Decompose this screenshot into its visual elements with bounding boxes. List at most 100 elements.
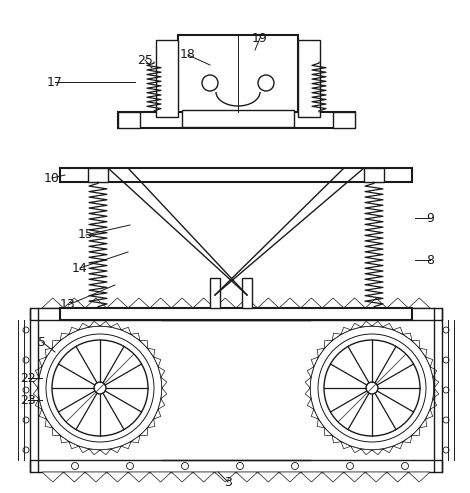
Bar [30,460,442,472]
Polygon shape [121,327,131,334]
Circle shape [23,387,29,393]
Polygon shape [361,449,372,455]
Polygon shape [111,446,121,453]
Text: 10: 10 [44,172,60,184]
Polygon shape [372,321,383,327]
Polygon shape [311,357,318,367]
Polygon shape [412,428,420,435]
Polygon shape [45,419,53,428]
Polygon shape [236,472,258,482]
Polygon shape [42,472,63,482]
Text: 5: 5 [38,336,46,349]
Polygon shape [383,323,393,330]
Polygon shape [372,449,383,455]
Polygon shape [324,428,332,435]
Bar [210,278,220,308]
Circle shape [346,462,353,469]
Polygon shape [193,472,214,482]
Polygon shape [79,446,89,453]
Bar [298,40,320,117]
Circle shape [401,462,408,469]
Text: 23: 23 [20,393,36,407]
Polygon shape [351,323,361,330]
Circle shape [443,387,449,393]
Polygon shape [332,333,341,341]
Polygon shape [420,419,427,428]
Polygon shape [387,472,408,482]
Polygon shape [344,472,365,482]
Circle shape [236,311,243,317]
Bar [30,308,442,320]
Text: 19: 19 [252,32,268,44]
Polygon shape [214,298,236,308]
Polygon shape [317,419,324,428]
Circle shape [443,447,449,453]
Polygon shape [433,388,439,399]
Polygon shape [408,472,430,482]
Polygon shape [100,449,111,455]
Polygon shape [332,435,341,443]
Polygon shape [408,298,430,308]
Polygon shape [60,435,69,443]
Bar [60,168,412,182]
Polygon shape [172,472,193,482]
Polygon shape [305,377,311,388]
Bar [182,110,294,127]
Polygon shape [307,367,314,377]
Circle shape [71,462,78,469]
Circle shape [52,340,148,436]
Bar [60,308,412,320]
Polygon shape [111,323,121,330]
Polygon shape [393,327,403,334]
Text: 18: 18 [180,48,196,62]
Polygon shape [89,321,100,327]
Polygon shape [150,298,172,308]
Circle shape [346,311,353,317]
Polygon shape [69,442,79,449]
Polygon shape [154,357,161,367]
Polygon shape [341,442,351,449]
Text: 17: 17 [47,75,63,89]
Circle shape [202,75,218,91]
Circle shape [23,417,29,423]
Polygon shape [307,399,314,409]
Polygon shape [154,409,161,419]
Polygon shape [53,341,60,348]
Polygon shape [161,388,167,399]
Bar [178,35,298,112]
Circle shape [401,311,408,317]
Polygon shape [430,367,437,377]
Circle shape [181,462,188,469]
Bar [333,112,355,128]
Polygon shape [158,399,164,409]
Bar [156,40,178,117]
Polygon shape [258,298,279,308]
Polygon shape [365,298,387,308]
Polygon shape [150,472,172,482]
Polygon shape [140,428,148,435]
Polygon shape [420,348,427,357]
Bar [118,112,355,128]
Bar [242,278,252,308]
Polygon shape [100,321,111,327]
Polygon shape [45,348,53,357]
Circle shape [126,311,133,317]
Polygon shape [63,298,85,308]
Polygon shape [53,428,60,435]
Polygon shape [258,472,279,482]
Text: 22: 22 [20,372,36,385]
Polygon shape [85,298,107,308]
Polygon shape [403,333,412,341]
Circle shape [291,311,298,317]
Circle shape [324,340,420,436]
Polygon shape [63,472,85,482]
Polygon shape [365,472,387,482]
Text: 3: 3 [224,476,232,489]
Polygon shape [140,341,148,348]
Circle shape [23,447,29,453]
Polygon shape [39,409,47,419]
Polygon shape [42,298,63,308]
Polygon shape [430,399,437,409]
Polygon shape [214,472,236,482]
Polygon shape [344,298,365,308]
